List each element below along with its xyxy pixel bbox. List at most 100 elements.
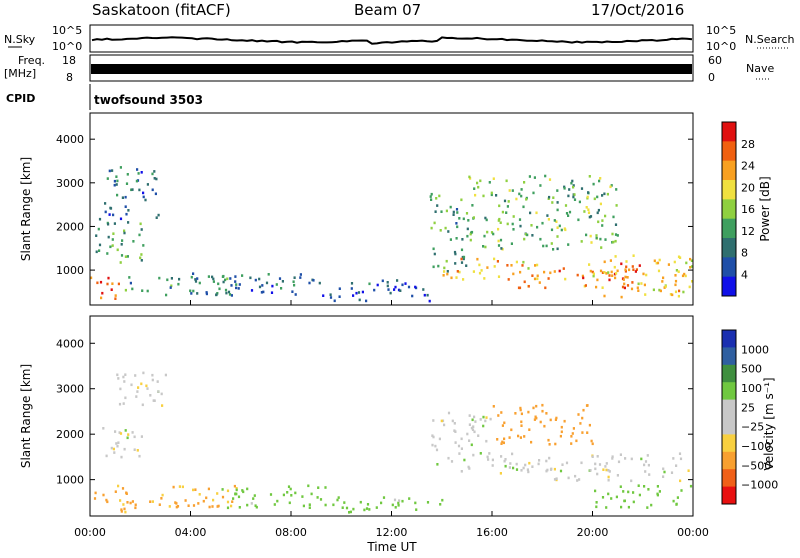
power-cell xyxy=(462,257,465,261)
power-cell xyxy=(564,228,567,232)
velocity-cell xyxy=(207,487,210,491)
velocity-cell xyxy=(172,485,175,489)
power-yaxis: 4000 3000 2000 1000 xyxy=(56,133,693,277)
velocity-cell xyxy=(141,403,144,407)
power-cell xyxy=(622,278,625,281)
velocity-cell xyxy=(117,484,120,488)
velocity-cell xyxy=(638,493,641,497)
power-cell xyxy=(98,217,102,221)
velocity-cell xyxy=(616,474,619,477)
power-cell xyxy=(212,277,215,281)
power-cell xyxy=(132,240,135,243)
freq-label: Freq. xyxy=(18,54,45,67)
power-cell xyxy=(556,189,559,192)
power-cell xyxy=(278,277,282,280)
velocity-cell xyxy=(561,463,564,466)
velocity-cell xyxy=(670,471,674,474)
velocity-cell xyxy=(226,489,230,493)
velocity-cell xyxy=(160,392,163,396)
velocity-cell xyxy=(208,505,211,509)
power-cell xyxy=(260,291,263,294)
velocity-cell xyxy=(680,489,683,492)
power-cell xyxy=(373,288,376,292)
velocity-cell xyxy=(605,506,608,509)
power-cell xyxy=(685,261,688,265)
power-cell xyxy=(98,249,101,252)
power-cell xyxy=(493,265,496,268)
velocity-cell xyxy=(145,384,148,388)
velocity-cell xyxy=(123,380,126,383)
power-cell xyxy=(511,189,514,192)
velocity-cell xyxy=(119,499,122,502)
velocity-cell xyxy=(581,416,584,420)
power-cell xyxy=(624,270,627,273)
power-cell xyxy=(423,293,426,297)
power-cell xyxy=(262,290,265,294)
velocity-cell xyxy=(526,468,529,471)
velocity-cell xyxy=(198,493,201,496)
power-cell xyxy=(669,293,672,296)
power-cell xyxy=(515,260,518,264)
velocity-cell xyxy=(443,423,446,427)
power-cell xyxy=(587,211,591,214)
power-cell xyxy=(570,181,573,185)
power-cell xyxy=(536,277,539,281)
velocity-cell xyxy=(453,422,456,425)
velocity-cell xyxy=(675,502,678,506)
power-cell xyxy=(590,241,593,244)
velocity-cell xyxy=(676,496,679,499)
power-cell xyxy=(235,286,238,290)
velocity-cell xyxy=(647,463,650,467)
power-cell xyxy=(308,281,311,285)
velocity-cell xyxy=(156,380,159,383)
power-cell xyxy=(519,224,522,228)
power-cell xyxy=(212,280,215,283)
velocity-cell xyxy=(500,442,503,445)
velocity-cell xyxy=(366,503,370,506)
power-cell xyxy=(573,198,577,201)
power-cell xyxy=(604,238,607,241)
velocity-cell xyxy=(110,446,113,450)
power-cell xyxy=(506,264,509,267)
nave-label: Nave xyxy=(746,62,774,75)
power-cell xyxy=(440,210,443,213)
power-cell xyxy=(608,274,611,277)
power-cell xyxy=(467,219,470,222)
power-cell xyxy=(120,254,124,257)
power-cell xyxy=(657,269,661,273)
power-cell xyxy=(523,237,526,241)
velocity-cell xyxy=(441,498,444,502)
power-cell xyxy=(688,285,691,289)
velocity-cell xyxy=(605,468,608,472)
power-cell xyxy=(357,291,361,294)
power-cell xyxy=(533,176,536,179)
velocity-cell xyxy=(451,419,454,423)
power-cell xyxy=(124,288,127,292)
velocity-cell xyxy=(479,418,482,421)
velocity-cell xyxy=(136,390,139,393)
power-cell xyxy=(113,222,116,225)
velocity-cell xyxy=(543,424,546,428)
velocity-colorbar-label: Velocity [m s⁻¹] xyxy=(762,377,776,470)
power-cell xyxy=(564,277,567,281)
power-cell xyxy=(615,188,618,191)
velocity-cell xyxy=(324,503,327,507)
power-cell xyxy=(222,274,225,278)
velocity-cell xyxy=(578,478,581,481)
power-cell xyxy=(224,278,227,282)
power-cell xyxy=(95,250,98,254)
colorbar-segment xyxy=(722,141,736,162)
colorbar-tick-label: 24 xyxy=(741,160,755,173)
power-cell xyxy=(113,183,116,187)
velocity-cell xyxy=(672,499,675,503)
velocity-cell xyxy=(679,479,682,483)
velocity-cell xyxy=(112,447,115,451)
power-cell xyxy=(583,210,586,213)
velocity-cell xyxy=(644,460,648,463)
velocity-cell xyxy=(230,504,233,508)
power-cell xyxy=(136,168,139,171)
velocity-cell xyxy=(142,371,145,375)
power-panel-frame xyxy=(89,112,694,306)
power-cell xyxy=(235,283,238,286)
velocity-cell xyxy=(233,484,236,488)
